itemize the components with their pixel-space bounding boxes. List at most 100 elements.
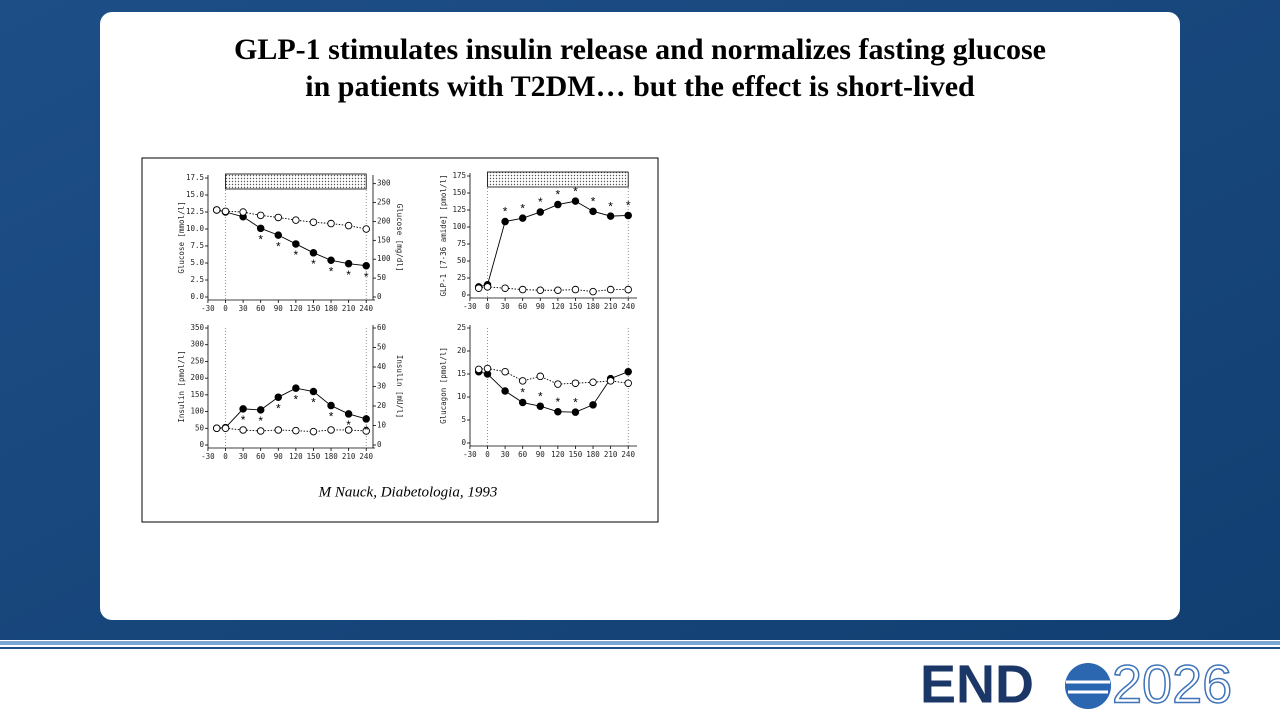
x-tick-label: 30: [239, 304, 249, 313]
open-point: [212, 424, 221, 433]
y-tick-label: 200: [190, 373, 204, 382]
y-tick-label: 20: [457, 346, 467, 355]
open-point: [327, 426, 335, 434]
logo-word: END: [920, 654, 1034, 714]
open-point: [221, 207, 230, 216]
x-tick-label: 240: [621, 302, 635, 311]
filled-point: [606, 212, 615, 220]
x-tick-label: 240: [621, 450, 635, 459]
y-axis-label: Glucose [mmol/l]: [177, 201, 186, 273]
footer-rule: [0, 647, 1280, 649]
significance-mark: *: [329, 410, 334, 424]
y2-tick-label: 0: [377, 292, 382, 301]
filled-point: [589, 401, 597, 409]
x-tick-label: 210: [604, 302, 618, 311]
filled-point: [536, 208, 545, 216]
open-point: [256, 427, 265, 435]
open-point: [327, 219, 335, 228]
open-point: [344, 221, 353, 230]
significance-mark: *: [276, 401, 281, 415]
x-tick-label: 60: [256, 452, 266, 461]
x-tick-label: -30: [201, 304, 215, 313]
x-tick-label: 180: [586, 450, 600, 459]
open-point: [474, 284, 483, 292]
period-bar: [225, 173, 367, 190]
open-point: [239, 208, 247, 216]
y-tick-label: 0: [199, 440, 204, 449]
open-point: [483, 364, 492, 373]
significance-mark: *: [346, 418, 351, 432]
open-point: [589, 378, 597, 387]
y-tick-label: 12.5: [186, 207, 204, 216]
filled-point: [518, 214, 527, 222]
filled-point: [554, 407, 562, 416]
open-point: [501, 367, 509, 376]
open-point: [501, 284, 509, 292]
open-point: [292, 426, 300, 435]
open-point: [536, 286, 545, 294]
y-tick-label: 5.0: [190, 258, 204, 267]
significance-mark: *: [329, 264, 334, 278]
filled-point: [239, 405, 247, 413]
x-tick-label: 120: [289, 304, 303, 313]
x-tick-label: 60: [518, 450, 528, 459]
filled-point: [624, 367, 632, 376]
filled-point: [518, 398, 527, 407]
y-tick-label: 0: [461, 290, 466, 299]
series-line: [478, 286, 629, 293]
filled-point: [327, 401, 335, 410]
x-tick-label: 120: [289, 452, 303, 461]
series-line: [216, 209, 367, 267]
x-tick-label: 90: [536, 450, 546, 459]
y2-tick-label: 150: [377, 235, 391, 244]
open-point: [624, 379, 632, 387]
open-point: [536, 372, 545, 381]
y-tick-label: 2.5: [190, 275, 204, 284]
y2-tick-label: 60: [377, 323, 387, 332]
x-tick-label: 30: [239, 452, 249, 461]
period-bar: [487, 171, 629, 188]
y2-tick-label: 200: [377, 216, 391, 225]
significance-mark: *: [556, 188, 561, 202]
x-tick-label: 150: [569, 302, 583, 311]
series-line: [216, 387, 367, 429]
significance-mark: *: [258, 414, 263, 428]
y-tick-label: 350: [190, 323, 204, 332]
logo-year: 2026: [1112, 654, 1232, 714]
open-point: [212, 206, 221, 214]
x-tick-label: 180: [586, 302, 600, 311]
filled-point: [292, 384, 300, 392]
open-point: [571, 379, 580, 387]
x-tick-label: 180: [324, 452, 338, 461]
filled-point: [309, 387, 318, 396]
significance-mark: *: [503, 205, 508, 219]
filled-point: [292, 240, 300, 248]
x-tick-label: 210: [342, 452, 356, 461]
open-point: [362, 427, 370, 435]
filled-point: [362, 261, 370, 270]
filled-point: [554, 200, 562, 209]
y2-tick-label: 300: [377, 179, 391, 188]
series-line: [216, 209, 367, 230]
filled-point: [589, 207, 597, 216]
open-point: [274, 213, 283, 222]
open-point: [474, 365, 483, 374]
y-tick-label: 150: [190, 390, 204, 399]
filled-point: [344, 259, 353, 268]
open-point: [274, 426, 283, 434]
y-tick-label: 15.0: [186, 190, 205, 199]
open-point: [292, 216, 300, 224]
open-point: [256, 211, 265, 220]
y2-axis-label: Glucose [mg/dl]: [395, 204, 404, 272]
significance-mark: *: [591, 195, 596, 209]
y-tick-label: 50: [195, 423, 205, 432]
y-axis-label: GLP-1 [7-36 amide] [pmol/l]: [439, 175, 448, 297]
significance-mark: *: [520, 386, 525, 400]
filled-point: [256, 224, 265, 233]
open-point: [483, 283, 492, 291]
x-tick-label: 120: [551, 450, 565, 459]
filled-point: [362, 415, 370, 423]
significance-mark: *: [276, 239, 281, 253]
open-point: [344, 426, 353, 434]
open-point: [518, 285, 527, 294]
